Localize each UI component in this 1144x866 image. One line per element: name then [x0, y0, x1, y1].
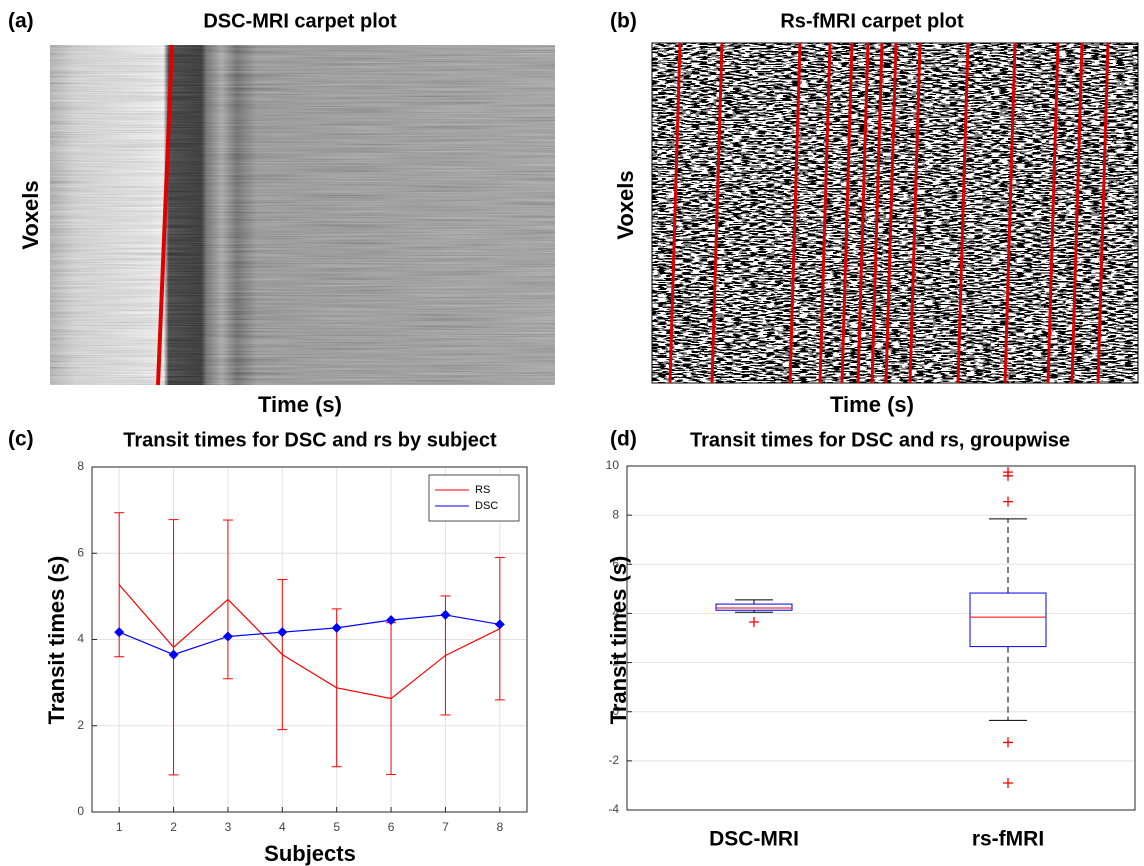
- x-axis-label: Subjects: [264, 841, 356, 866]
- chart-title: Transit times for DSC and rs, groupwise: [690, 429, 1070, 451]
- outlier: [1003, 777, 1013, 788]
- y-tick-label: 8: [612, 507, 619, 521]
- onset-line: [1046, 42, 1060, 384]
- onset-line: [840, 42, 854, 384]
- data-point: [386, 615, 397, 626]
- carpet-texture: [50, 45, 555, 385]
- onset-line: [884, 42, 898, 384]
- onset-line: [870, 42, 884, 384]
- onset-line: [788, 42, 802, 384]
- y-axis-label: Transit times (s): [606, 556, 631, 725]
- plot-frame: [626, 465, 1136, 811]
- y-tick-label: 4: [77, 632, 84, 646]
- y-tick-label: -4: [608, 802, 619, 816]
- legend-label: DSC: [475, 500, 498, 512]
- y-axis-label: Transit times (s): [44, 556, 69, 725]
- data-point: [114, 627, 125, 638]
- x-axis-label: Time (s): [830, 392, 914, 417]
- onset-line: [668, 42, 682, 384]
- chart-title: Transit times for DSC and rs by subject: [123, 429, 497, 451]
- onset-line: [710, 42, 724, 384]
- y-tick-label: 4: [612, 606, 619, 620]
- x-tick-label: 5: [333, 820, 340, 834]
- data-point: [277, 627, 288, 638]
- x-tick-label: DSC-MRI: [709, 828, 799, 851]
- y-axis-label: Voxels: [18, 180, 43, 249]
- x-tick-label: 4: [279, 820, 286, 834]
- x-tick-label: rs-fMRI: [972, 828, 1044, 851]
- onset-line: [956, 42, 970, 384]
- onset-line: [856, 42, 870, 384]
- onset-line: [908, 42, 922, 384]
- outlier: [1003, 470, 1013, 481]
- panel-label: (d): [610, 428, 637, 451]
- chart-title: Rs-fMRI carpet plot: [780, 10, 964, 32]
- data-point: [494, 619, 505, 630]
- outlier: [1003, 496, 1013, 507]
- panel-label: (b): [610, 10, 637, 33]
- plot-frame: [91, 466, 528, 813]
- x-tick-label: 7: [442, 820, 449, 834]
- onset-line: [156, 44, 174, 386]
- plot-area: [626, 465, 1136, 811]
- y-tick-label: 8: [77, 459, 84, 473]
- data-point: [222, 631, 233, 642]
- y-tick-label: 2: [612, 655, 619, 669]
- box: [715, 603, 793, 611]
- legend-label: RS: [475, 484, 490, 496]
- y-tick-label: 6: [612, 556, 619, 570]
- onset-line: [818, 42, 832, 384]
- y-tick-label: 2: [77, 718, 84, 732]
- outlier: [1003, 737, 1013, 748]
- series-line: [118, 584, 501, 700]
- legend: [428, 474, 520, 522]
- series-line: [118, 614, 500, 656]
- data-point: [331, 622, 342, 633]
- panel-label: (a): [8, 10, 34, 33]
- x-tick-label: 3: [225, 820, 232, 834]
- x-tick-label: 6: [388, 820, 395, 834]
- x-tick-label: 2: [170, 820, 177, 834]
- onset-line: [1070, 42, 1084, 384]
- data-point: [440, 609, 451, 620]
- y-axis-label: Voxels: [613, 170, 638, 239]
- y-tick-label: 6: [77, 545, 84, 559]
- onset-line: [1003, 42, 1017, 384]
- panel-label: (c): [8, 428, 34, 451]
- y-tick-label: -2: [608, 753, 619, 767]
- onset-line: [1096, 42, 1110, 384]
- box: [969, 592, 1047, 648]
- chart-title: DSC-MRI carpet plot: [203, 10, 397, 32]
- data-point: [168, 649, 179, 660]
- y-tick-label: 0: [612, 704, 619, 718]
- x-tick-label: 8: [496, 820, 503, 834]
- x-tick-label: 1: [116, 820, 123, 834]
- y-tick-label: 0: [77, 804, 84, 818]
- x-axis-label: Time (s): [258, 392, 342, 417]
- y-tick-label: 10: [606, 458, 620, 472]
- outlier: [749, 617, 759, 628]
